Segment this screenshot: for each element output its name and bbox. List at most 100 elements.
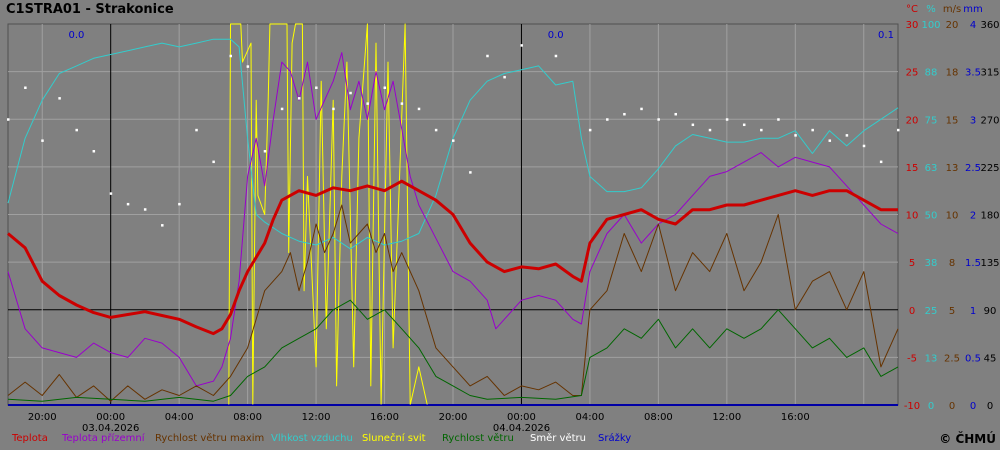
direction-dot	[58, 97, 61, 100]
axis-tick-precip: 1.5	[965, 258, 981, 269]
axis-tick-humidity: 0	[928, 401, 934, 412]
axis-tick-temp: 15	[906, 163, 919, 174]
legend-slunecni-svit: Sluneční svit	[362, 433, 426, 444]
direction-dot	[178, 202, 181, 206]
direction-dot	[691, 123, 695, 127]
series-group	[7, 23, 900, 406]
direction-dot	[366, 102, 369, 105]
direction-dot	[828, 139, 832, 142]
axis-tick-wind: 2.5	[944, 353, 960, 364]
axis-tick-humidity: 88	[925, 68, 938, 79]
axis-tick-temp: 25	[906, 68, 919, 79]
x-tick-label: 08:00	[233, 412, 262, 423]
series-rychlost-vetru	[7, 299, 899, 402]
axis-tick-wind: 0	[949, 401, 955, 412]
axis-tick-temp: -10	[904, 401, 920, 412]
legend-srazky: Srážky	[598, 433, 632, 444]
axis-tick-wind: 8	[949, 258, 955, 269]
x-tick-label: 20:00	[439, 412, 468, 423]
direction-dot	[417, 107, 421, 111]
direction-dot	[606, 118, 609, 121]
direction-dot	[486, 54, 489, 58]
direction-dot	[7, 118, 10, 121]
axis-tick-temp: 5	[909, 258, 915, 269]
axis-tick-wind: 20	[946, 20, 959, 31]
axis-unit-temp: °C	[906, 4, 918, 15]
chart-title: C1STRA01 - Strakonice	[6, 2, 174, 17]
direction-dot	[349, 91, 352, 95]
x-tick-label: 04:00	[165, 412, 194, 423]
axis-tick-precip: 0.5	[965, 353, 981, 364]
direction-dot	[657, 118, 660, 121]
axis-tick-direction: 270	[980, 115, 999, 126]
axis-tick-humidity: 63	[925, 163, 938, 174]
direction-dot	[742, 123, 746, 127]
series-rychlost-vetru-maxim	[7, 204, 899, 402]
series-smer-vetru	[7, 44, 900, 227]
direction-dot	[263, 150, 267, 153]
axis-tick-precip: 0	[970, 401, 976, 412]
direction-dot	[845, 134, 849, 137]
direction-dot	[297, 97, 301, 100]
direction-dot	[811, 128, 814, 132]
direction-dot	[674, 112, 677, 116]
direction-dot	[708, 128, 712, 132]
direction-dot	[24, 86, 27, 89]
copyright: © ČHMÚ	[939, 432, 996, 446]
x-tick-label: 12:00	[712, 412, 741, 423]
x-tick-label: 16:00	[370, 412, 399, 423]
direction-dot	[212, 160, 215, 164]
direction-dot	[161, 224, 164, 227]
direction-dot	[109, 192, 113, 195]
axis-tick-direction: 180	[980, 211, 999, 222]
axis-tick-precip: 4	[970, 20, 976, 31]
axis-tick-precip: 3	[970, 115, 976, 126]
direction-dot	[862, 144, 866, 148]
direction-dot	[195, 128, 198, 132]
axis-tick-wind: 5	[949, 306, 955, 317]
direction-dot	[126, 202, 130, 206]
axis-tick-precip: 1	[970, 306, 976, 317]
legend-teplota-prizemni: Teplota přízemní	[62, 433, 145, 444]
precip-total: 0.0	[548, 30, 564, 41]
precip-totals: 0.0 0.0 0.1	[69, 30, 894, 41]
axis-tick-humidity: 25	[925, 306, 938, 317]
direction-dot	[520, 44, 523, 47]
x-tick-label: 00:00	[96, 412, 125, 423]
axis-tick-humidity: 38	[925, 258, 938, 269]
x-tick-label: 00:00	[507, 412, 536, 423]
direction-dot	[315, 86, 318, 89]
axis-tick-direction: 0	[987, 401, 993, 412]
axis-unit-humidity: %	[926, 4, 936, 15]
axis-tick-wind: 13	[946, 163, 959, 174]
axis-tick-direction: 360	[980, 20, 999, 31]
axis-unit-wind: m/s	[943, 4, 961, 15]
x-tick-label: 08:00	[644, 412, 673, 423]
axis-tick-temp: 20	[906, 115, 919, 126]
series-vlhkost-vzduchu	[7, 38, 899, 250]
direction-dot	[897, 128, 900, 132]
axis-tick-wind: 10	[946, 211, 959, 222]
direction-dot	[794, 134, 797, 137]
axis-tick-precip: 2	[970, 211, 976, 222]
direction-dot	[469, 171, 472, 174]
axis-tick-humidity: 100	[921, 20, 940, 31]
direction-dot	[41, 139, 44, 142]
axis-tick-direction: 90	[984, 306, 997, 317]
axis-tick-temp: 30	[906, 20, 919, 31]
axis-tick-wind: 18	[946, 68, 959, 79]
direction-dot	[725, 118, 729, 121]
precip-total: 0.0	[69, 30, 85, 41]
axis-tick-humidity: 75	[925, 115, 938, 126]
direction-dot	[143, 208, 147, 211]
legend-teplota: Teplota	[12, 433, 48, 444]
direction-dot	[640, 107, 643, 111]
direction-dot	[588, 128, 592, 132]
axis-tick-precip: 2.5	[965, 163, 981, 174]
direction-dot	[503, 75, 506, 79]
x-tick-label: 04:00	[576, 412, 605, 423]
direction-dot	[623, 112, 626, 116]
series-teplota	[7, 179, 898, 336]
axis-tick-humidity: 13	[925, 353, 938, 364]
